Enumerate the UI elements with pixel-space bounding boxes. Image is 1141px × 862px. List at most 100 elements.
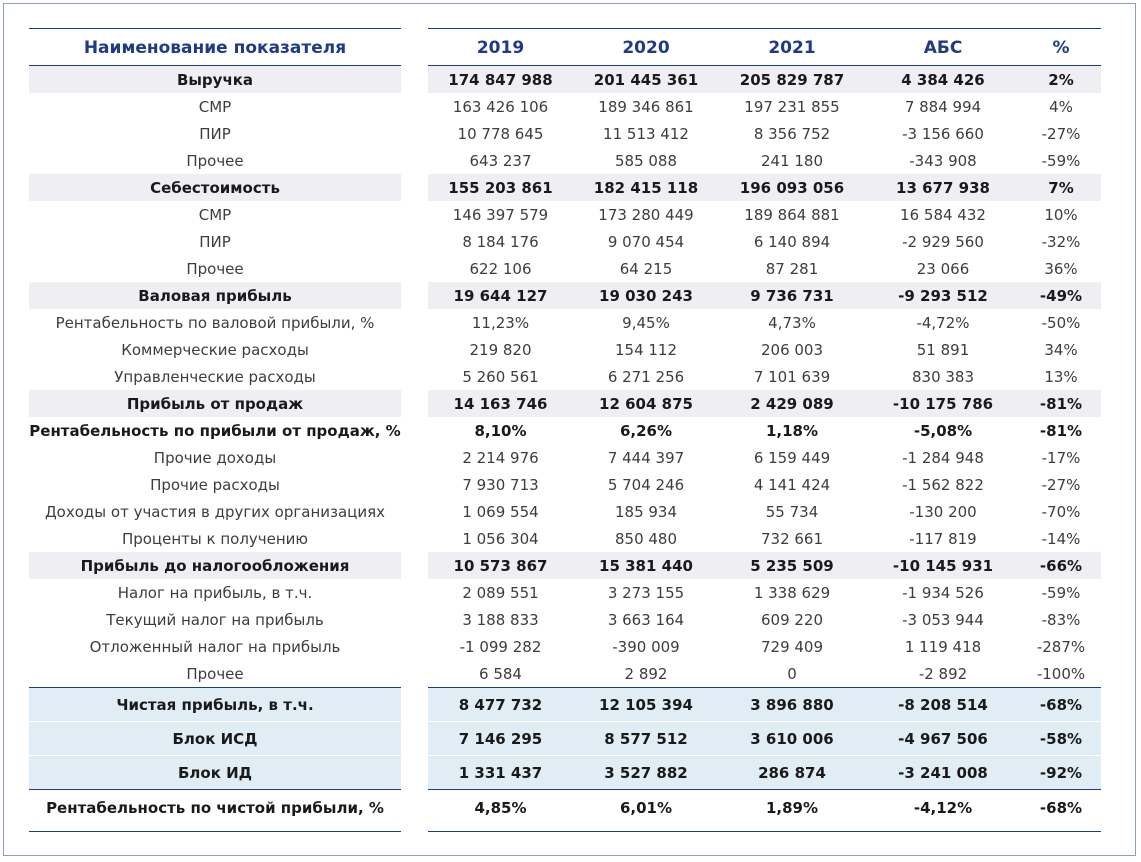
row-label: Прибыль до налогообложения — [29, 552, 401, 579]
cell-2020: 12 105 394 — [573, 687, 719, 722]
row-label: Прочее — [186, 259, 244, 278]
cell-2019: 14 163 746 — [428, 390, 573, 417]
cell-2021: 3 896 880 — [719, 687, 865, 722]
row-label: ПИР — [199, 232, 231, 251]
cell-2020: 6,26% — [619, 421, 673, 440]
cell-2020: 9,45% — [622, 313, 670, 332]
row-label: Управленческие расходы — [114, 367, 316, 386]
cell-2019: 8 184 176 — [462, 232, 539, 251]
cell-pct: -81% — [1021, 390, 1101, 417]
cell-abs: -2 929 560 — [902, 232, 984, 251]
cell-2019: 622 106 — [469, 259, 532, 278]
cell-abs: 13 677 938 — [865, 174, 1021, 201]
cell-pct: 34% — [1044, 340, 1078, 359]
cell-pct: -68% — [1021, 789, 1101, 826]
cell-abs: 830 383 — [911, 367, 975, 386]
table-row: Чистая прибыль, в т.ч. 8 477 732 12 105 39… — [29, 687, 1101, 722]
cell-2020: 6 271 256 — [607, 367, 685, 386]
cell-pct: -287% — [1036, 637, 1086, 656]
cell-2021: 729 409 — [760, 637, 824, 656]
cell-2019: 8 477 732 — [428, 687, 573, 722]
cell-2021: 189 864 881 — [744, 205, 840, 224]
cell-pct: -70% — [1041, 502, 1081, 521]
cell-2019: 146 397 579 — [452, 205, 549, 224]
cell-pct: -50% — [1041, 313, 1081, 332]
cell-pct: -27% — [1041, 475, 1081, 494]
cell-2020: 3 273 155 — [607, 583, 685, 602]
cell-2019: 19 644 127 — [428, 282, 573, 309]
cell-2020: 7 444 397 — [607, 448, 685, 467]
cell-2019: 1 056 304 — [462, 529, 539, 548]
row-label: Прочее — [186, 664, 244, 683]
cell-abs: 51 891 — [916, 340, 970, 359]
header-2021: 2021 — [719, 31, 865, 66]
cell-2019: 643 237 — [469, 151, 532, 170]
cell-2019: 6 584 — [479, 664, 522, 683]
cell-abs: -3 241 008 — [865, 755, 1021, 790]
cell-pct: -66% — [1021, 552, 1101, 579]
cell-2021: 732 661 — [760, 529, 824, 548]
cell-abs: -1 934 526 — [902, 583, 984, 602]
cell-abs: -1 562 822 — [902, 475, 984, 494]
cell-2019: -1 099 282 — [459, 637, 542, 656]
cell-2020: 185 934 — [614, 502, 678, 521]
cell-abs: 1 119 418 — [904, 637, 982, 656]
cell-2019: 1 069 554 — [462, 502, 539, 521]
table-row: Прочие расходы 7 930 713 5 704 246 4 141 42… — [29, 471, 1101, 498]
cell-abs: -5,08% — [913, 421, 973, 440]
cell-2020: 201 445 361 — [573, 65, 719, 93]
cell-2020: 189 346 861 — [598, 97, 694, 116]
cell-abs: -4 967 506 — [865, 721, 1021, 756]
cell-2020: 11 513 412 — [603, 124, 689, 143]
cell-2020: 173 280 449 — [598, 205, 694, 224]
cell-2021: 205 829 787 — [719, 65, 865, 93]
cell-2020: 9 070 454 — [607, 232, 685, 251]
row-label: Текущий налог на прибыль — [106, 610, 324, 629]
row-label: Чистая прибыль, в т.ч. — [29, 687, 401, 722]
cell-abs: -8 208 514 — [865, 687, 1021, 722]
cell-pct: -27% — [1041, 124, 1081, 143]
row-label: СМР — [198, 97, 232, 116]
row-label: Рентабельность по прибыли от продаж, % — [29, 421, 401, 440]
cell-2020: 15 381 440 — [573, 552, 719, 579]
cell-2021: 9 736 731 — [719, 282, 865, 309]
cell-2021: 0 — [787, 664, 797, 683]
row-label: Коммерческие расходы — [121, 340, 309, 359]
table-row: Себестоимость 155 203 861 182 415 118 196 0… — [29, 174, 1101, 201]
table-row: Прочее 643 237 585 088 241 180 -343 908 -59% — [29, 147, 1101, 174]
cell-abs: -117 819 — [909, 529, 977, 548]
cell-2020: 585 088 — [614, 151, 678, 170]
cell-2019: 3 188 833 — [462, 610, 539, 629]
table-row: Доходы от участия в других организациях 1… — [29, 498, 1101, 525]
cell-2021: 55 734 — [765, 502, 819, 521]
cell-2019: 11,23% — [471, 313, 530, 332]
row-label: Рентабельность по валовой прибыли, % — [55, 313, 375, 332]
cell-2019: 5 260 561 — [462, 367, 539, 386]
table-header: Наименование показателя 2019 2020 2021 А… — [29, 31, 1101, 66]
cell-abs: -130 200 — [909, 502, 977, 521]
table-row: Текущий налог на прибыль 3 188 833 3 663 1… — [29, 606, 1101, 633]
header-abs: АБС — [865, 31, 1021, 66]
header-pct: % — [1021, 31, 1101, 66]
row-label: Налог на прибыль, в т.ч. — [117, 583, 313, 602]
cell-2020: 6,01% — [573, 789, 719, 826]
cell-2021: 87 281 — [765, 259, 819, 278]
cell-2020: 3 527 882 — [573, 755, 719, 790]
row-label: Выручка — [29, 65, 401, 93]
row-label: Рентабельность по чистой прибыли, % — [29, 789, 401, 826]
row-label: Себестоимость — [29, 174, 401, 201]
cell-2021: 197 231 855 — [744, 97, 840, 116]
cell-2020: 19 030 243 — [573, 282, 719, 309]
cell-pct: -100% — [1036, 664, 1086, 683]
cell-2019: 8,10% — [474, 421, 527, 440]
cell-2019: 163 426 106 — [452, 97, 549, 116]
cell-2019: 2 214 976 — [462, 448, 539, 467]
cell-2021: 286 874 — [719, 755, 865, 790]
cell-2021: 6 159 449 — [753, 448, 831, 467]
cell-2019: 7 146 295 — [428, 721, 573, 756]
table-row: Валовая прибыль 19 644 127 19 030 243 9 736… — [29, 282, 1101, 309]
cell-2021: 241 180 — [760, 151, 824, 170]
cell-abs: -1 284 948 — [902, 448, 984, 467]
cell-pct: -58% — [1021, 721, 1101, 756]
cell-pct: 10% — [1044, 205, 1078, 224]
